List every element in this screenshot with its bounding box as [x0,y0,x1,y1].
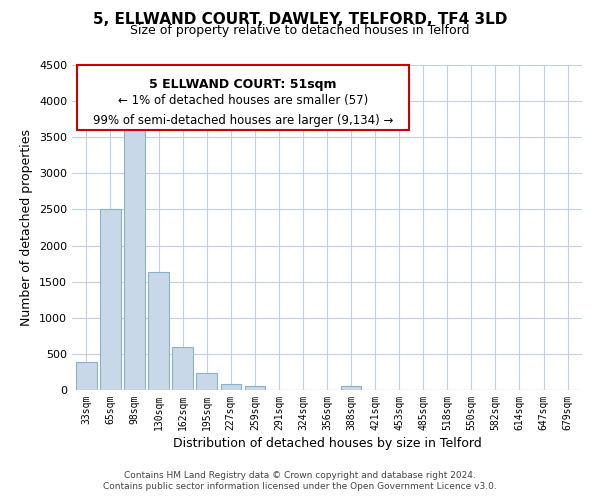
Bar [76,362,97,390]
Bar [124,122,145,390]
Bar [196,372,217,390]
Bar [100,210,121,390]
Bar [221,384,241,390]
Bar [172,346,193,390]
Text: ← 1% of detached houses are smaller (57): ← 1% of detached houses are smaller (57) [118,94,368,108]
Text: 99% of semi-detached houses are larger (9,134) →: 99% of semi-detached houses are larger (… [92,114,393,126]
Text: Size of property relative to detached houses in Telford: Size of property relative to detached ho… [130,24,470,37]
Bar [245,386,265,390]
Text: 5 ELLWAND COURT: 51sqm: 5 ELLWAND COURT: 51sqm [149,78,337,91]
Text: 5, ELLWAND COURT, DAWLEY, TELFORD, TF4 3LD: 5, ELLWAND COURT, DAWLEY, TELFORD, TF4 3… [93,12,507,28]
X-axis label: Distribution of detached houses by size in Telford: Distribution of detached houses by size … [173,437,481,450]
Text: Contains public sector information licensed under the Open Government Licence v3: Contains public sector information licen… [103,482,497,491]
Bar [148,272,169,390]
Text: Contains HM Land Registry data © Crown copyright and database right 2024.: Contains HM Land Registry data © Crown c… [124,471,476,480]
Bar [341,386,361,390]
FancyBboxPatch shape [77,65,409,130]
Y-axis label: Number of detached properties: Number of detached properties [20,129,34,326]
